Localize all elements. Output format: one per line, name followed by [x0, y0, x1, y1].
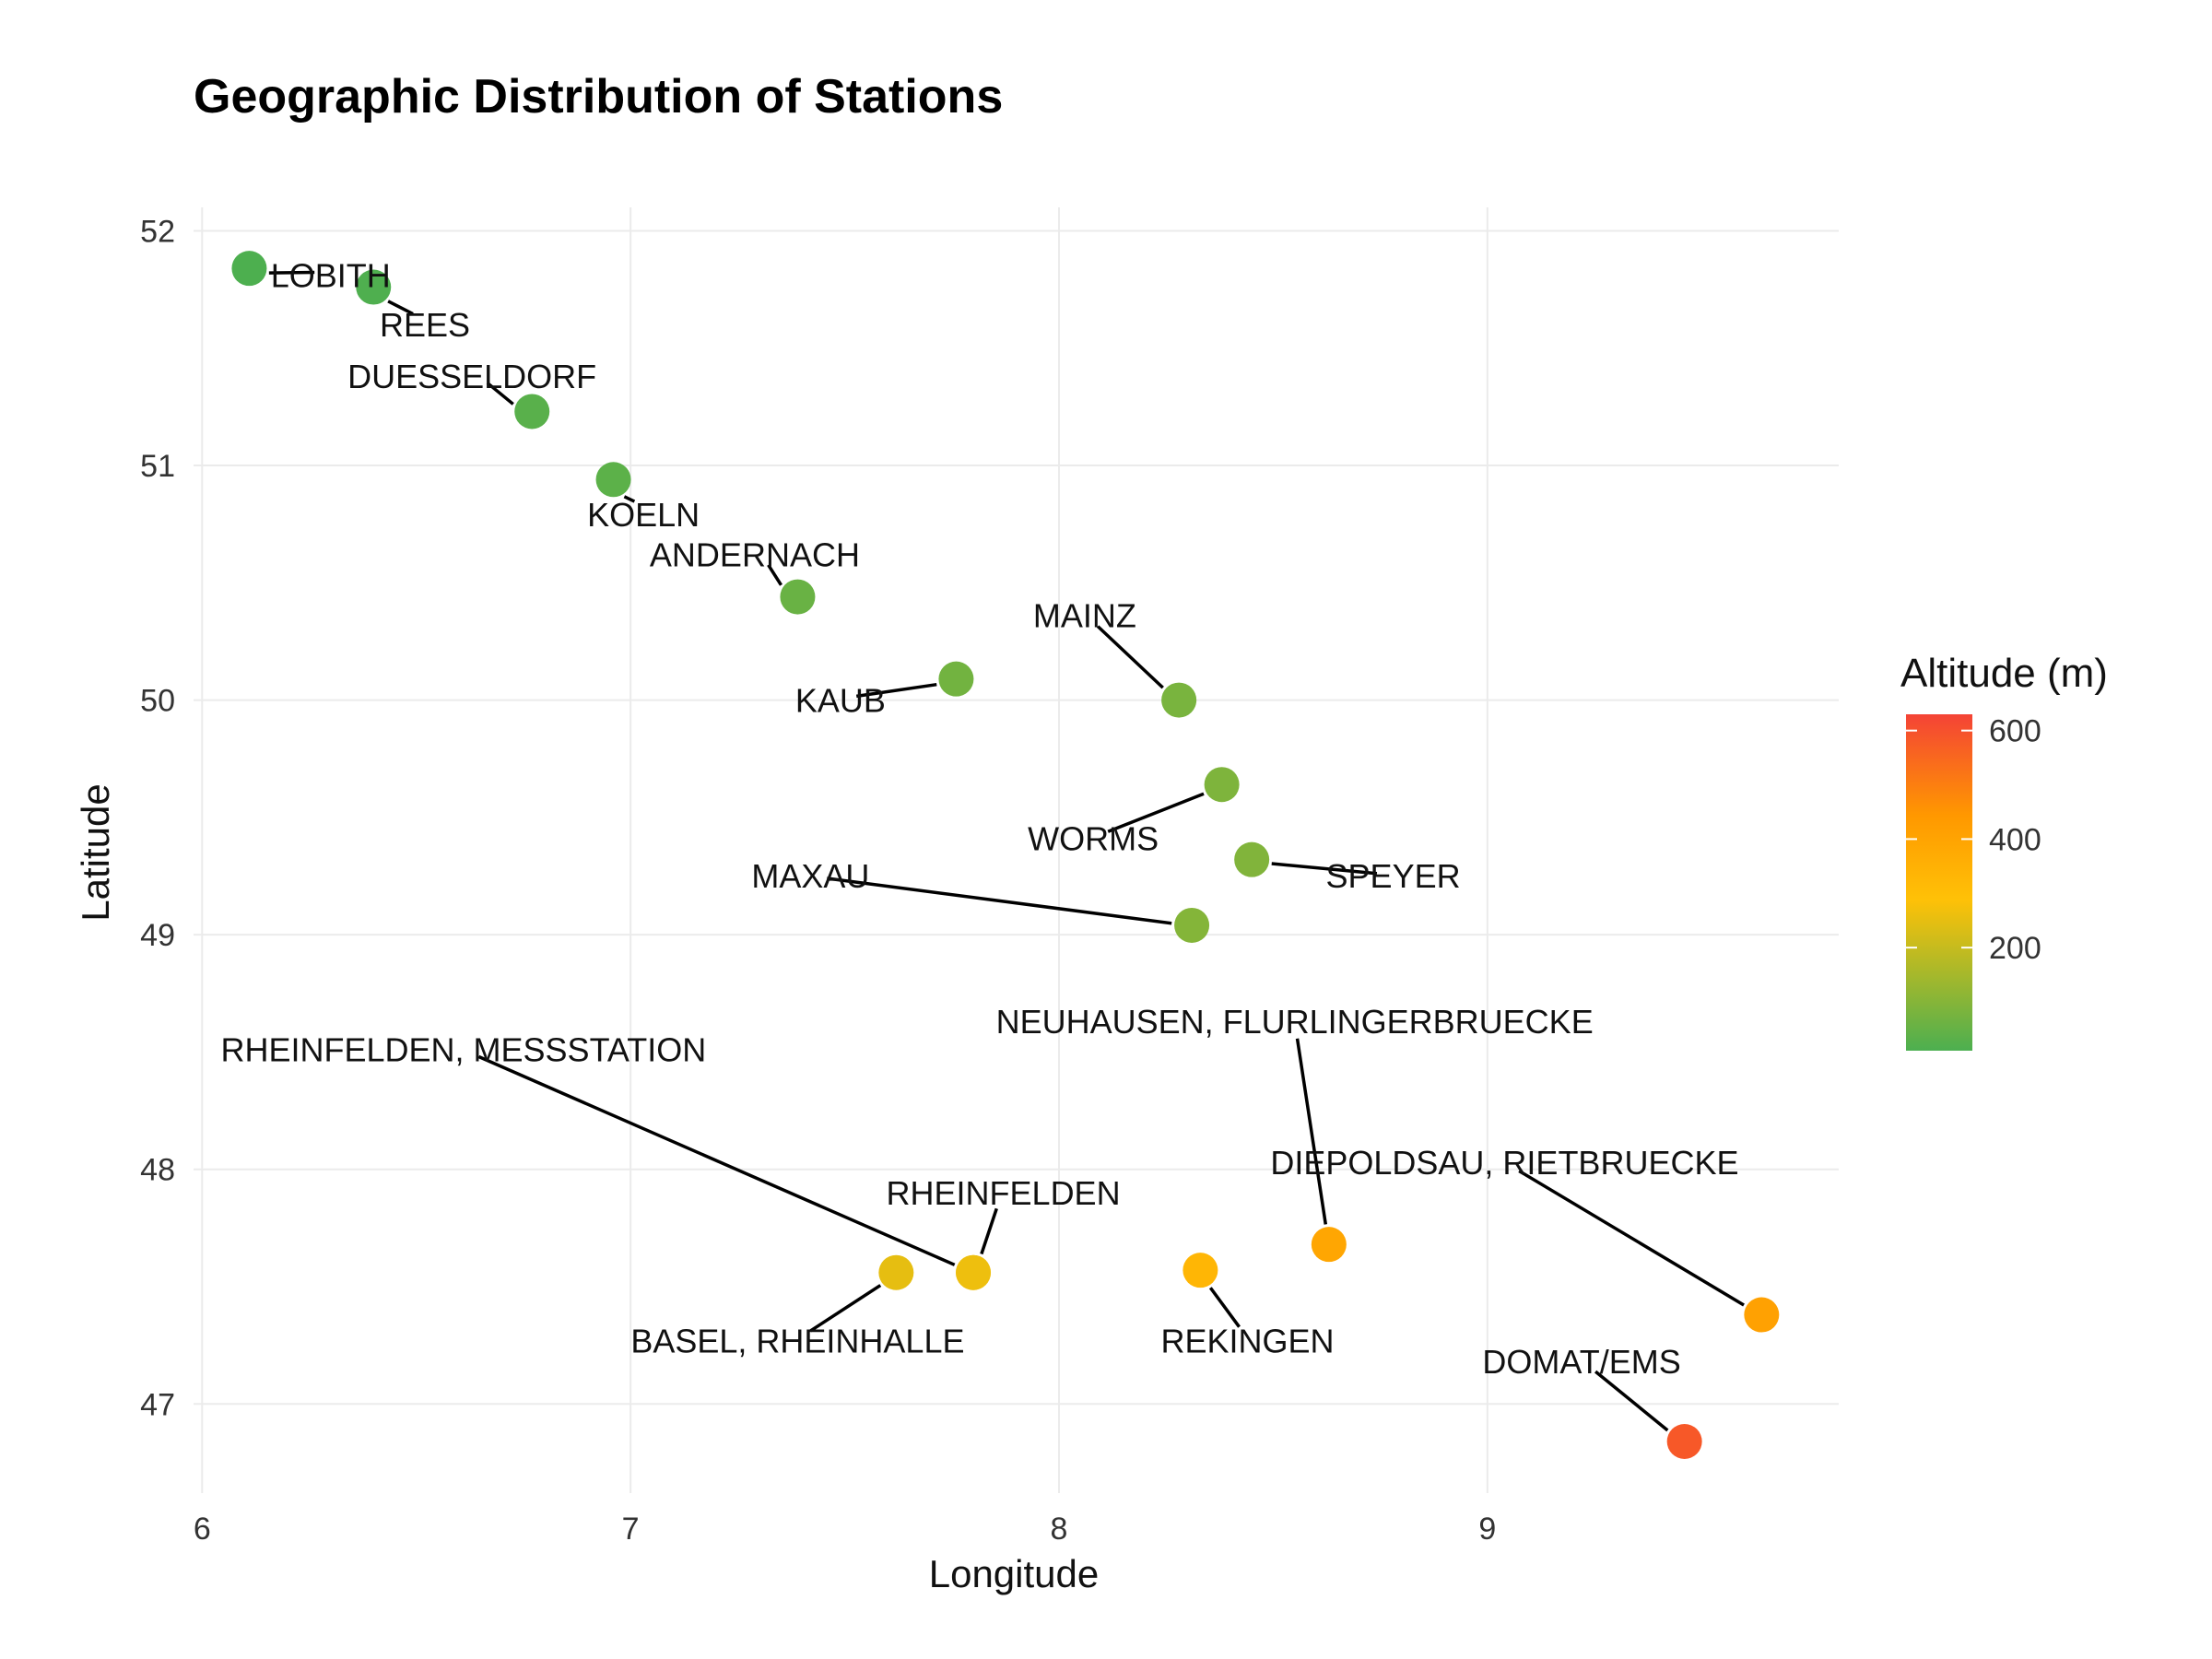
leader-line: [486, 382, 514, 406]
station-point: [938, 661, 974, 697]
leader-line: [1096, 625, 1164, 689]
leader-line: [809, 1284, 882, 1333]
data-points: [231, 251, 1780, 1459]
station-label: DIEPOLDSAU, RIETBRUECKE: [1270, 1144, 1738, 1182]
station-label: BASEL, RHEINHALLE: [630, 1322, 964, 1359]
station-label: ANDERNACH: [650, 535, 860, 573]
leader-line: [1271, 862, 1378, 876]
x-axis-title: Longitude: [929, 1552, 1100, 1595]
x-tick-label: 6: [194, 1512, 211, 1547]
station-point: [1311, 1227, 1347, 1263]
station-point: [1666, 1423, 1702, 1459]
station-point: [956, 1254, 992, 1290]
station-label: SPEYER: [1326, 857, 1461, 895]
leader-line: [1594, 1370, 1669, 1432]
station-label: DOMAT/EMS: [1482, 1343, 1680, 1381]
station-point: [878, 1254, 914, 1290]
y-axis-title: Latitude: [74, 783, 117, 921]
station-label: RHEINFELDEN: [887, 1174, 1121, 1212]
station-point: [1204, 767, 1240, 803]
y-tick-label: 47: [140, 1387, 175, 1422]
label-leader-lines: [268, 270, 1745, 1432]
leader-line: [827, 877, 1172, 925]
station-label: NEUHAUSEN, FLURLINGERBRUECKE: [996, 1003, 1594, 1041]
station-label: KOELN: [587, 496, 700, 534]
station-label: KAUB: [795, 681, 886, 719]
station-point: [231, 251, 267, 287]
station-point: [1182, 1253, 1218, 1288]
leader-line: [1208, 1287, 1241, 1328]
station-point: [1234, 841, 1270, 877]
y-axis-ticks: 47 48 49 50 51 52: [140, 214, 175, 1422]
y-tick-label: 52: [140, 214, 175, 249]
leader-line: [767, 563, 782, 586]
station-point: [1744, 1297, 1780, 1333]
leader-line: [477, 1054, 956, 1266]
x-axis-ticks: 6 7 8 9: [194, 1512, 1496, 1547]
station-label: LOBITH: [271, 257, 391, 295]
station-point: [1161, 682, 1197, 718]
legend-tick-label: 600: [1989, 714, 2041, 749]
leader-line: [268, 270, 315, 275]
x-tick-label: 9: [1478, 1512, 1496, 1547]
color-legend: Altitude (m) 200 400 600: [1900, 651, 2108, 1051]
y-tick-label: 49: [140, 918, 175, 953]
leader-line: [980, 1207, 998, 1255]
leader-line: [855, 682, 937, 699]
leader-line: [1107, 792, 1205, 833]
legend-tick-label: 400: [1989, 822, 2041, 857]
x-tick-label: 8: [1051, 1512, 1068, 1547]
station-label: REKINGEN: [1160, 1322, 1334, 1359]
legend-ticks: 200 400 600: [1906, 714, 2041, 966]
leader-line: [1518, 1169, 1745, 1307]
station-label: DUESSELDORF: [347, 358, 596, 395]
station-label: WORMS: [1028, 820, 1159, 858]
x-tick-label: 7: [622, 1512, 640, 1547]
station-label: REES: [380, 306, 470, 344]
station-point: [595, 462, 631, 498]
legend-tick-label: 200: [1989, 931, 2041, 966]
grid: [194, 207, 1839, 1493]
leader-line: [1295, 1038, 1328, 1225]
leader-line: [623, 495, 636, 503]
legend-colorbar: [1906, 714, 1972, 1051]
chart-title: Geographic Distribution of Stations: [194, 70, 1003, 124]
station-label: MAXAU: [751, 857, 869, 895]
leader-line: [387, 300, 414, 316]
y-tick-label: 48: [140, 1153, 175, 1188]
y-tick-label: 50: [140, 684, 175, 719]
y-tick-label: 51: [140, 449, 175, 484]
station-point: [1174, 907, 1210, 943]
station-point: [780, 579, 816, 615]
station-label: RHEINFELDEN, MESSSTATION: [220, 1031, 706, 1069]
legend-title: Altitude (m): [1900, 651, 2108, 696]
station-label: MAINZ: [1033, 597, 1136, 635]
station-point: [514, 394, 550, 429]
station-point: [356, 269, 392, 305]
